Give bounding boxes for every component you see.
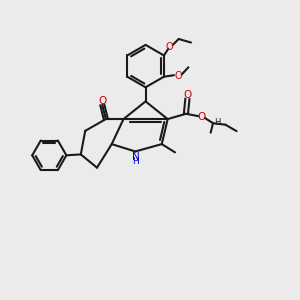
Text: O: O — [165, 42, 173, 52]
Text: O: O — [183, 90, 191, 100]
Text: O: O — [98, 96, 106, 106]
Text: N: N — [132, 152, 140, 162]
Text: O: O — [197, 112, 206, 122]
Text: O: O — [174, 70, 182, 80]
Text: H: H — [214, 118, 221, 127]
Text: H: H — [133, 157, 139, 166]
